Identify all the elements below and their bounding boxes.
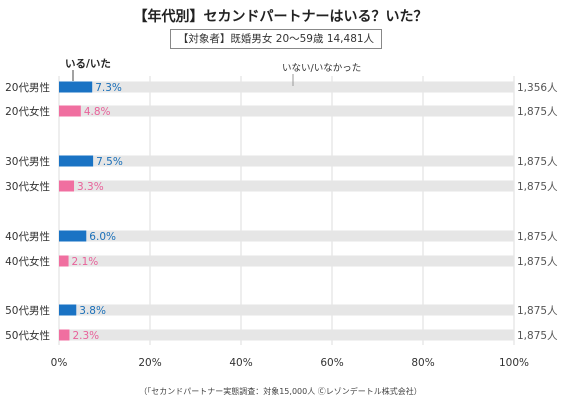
chart-subtitle: 【対象者】既婚男女 20～59歳 14,481人 <box>170 29 382 49</box>
category-label: 50代男性 <box>5 304 50 317</box>
x-tick-labels: 0% 20% 40% 60% 80% 100% <box>51 357 529 369</box>
data-label: 3.8% <box>79 305 106 317</box>
grid-lines <box>58 76 515 345</box>
bar-segment-no <box>68 255 515 267</box>
category-label: 50代女性 <box>5 329 50 342</box>
category-label: 30代女性 <box>5 180 50 193</box>
bar-segment-no <box>80 105 514 117</box>
data-label: 2.1% <box>72 256 99 268</box>
sample-size-label: 1,875人 <box>517 330 558 342</box>
bar-segment-yes <box>59 180 75 192</box>
bar-segment-no <box>86 230 515 242</box>
category-label: 20代男性 <box>5 81 50 94</box>
category-label: 40代男性 <box>5 230 50 243</box>
sample-size-label: 1,356人 <box>517 82 558 94</box>
data-label: 4.8% <box>84 106 111 118</box>
sample-size-label: 1,875人 <box>517 305 558 317</box>
data-label: 2.3% <box>72 330 99 342</box>
chart-title: 【年代別】セカンドパートナーはいる？いた？ <box>133 9 428 25</box>
data-label: 3.3% <box>77 181 104 193</box>
bar-segment-yes <box>59 329 70 341</box>
sample-size-label: 1,875人 <box>517 231 558 243</box>
data-label: 6.0% <box>89 231 116 243</box>
category-label: 20代女性 <box>5 105 50 118</box>
sample-size-label: 1,875人 <box>517 156 558 168</box>
bar-segment-no <box>92 81 514 93</box>
bar-segment-yes <box>59 255 69 267</box>
sample-size-label: 1,875人 <box>517 256 558 268</box>
category-label: 40代女性 <box>5 255 50 268</box>
callout-label-no: いない/いなかった <box>282 63 361 74</box>
x-tick-label: 60% <box>320 357 343 369</box>
bar-segment-no <box>93 155 514 167</box>
bar-segment-no <box>74 180 514 192</box>
x-tick-label: 20% <box>138 357 161 369</box>
callout-label-yes: いる/いた <box>65 58 111 70</box>
bars: 7.3% 4.8% 7.5% 3.3% 6.0% 2.1% 3.8% 2.3% <box>59 81 515 342</box>
bar-segment-no <box>76 304 514 316</box>
x-tick-label: 0% <box>51 357 68 369</box>
category-labels: 20代男性 20代女性 30代男性 30代女性 40代男性 40代女性 50代男性 50代女性 <box>5 81 50 342</box>
series-callouts: いる/いた いない/いなかった <box>65 58 361 86</box>
data-label: 7.3% <box>95 82 122 94</box>
bar-segment-yes <box>59 304 77 316</box>
x-tick-label: 100% <box>499 357 529 369</box>
sample-size-labels: 1,356人 1,875人 1,875人 1,875人 1,875人 1,875人 1,87… <box>517 82 558 342</box>
bar-segment-yes <box>59 81 93 93</box>
bar-segment-no <box>69 329 514 341</box>
data-label: 7.5% <box>96 156 123 168</box>
x-tick-label: 80% <box>411 357 434 369</box>
category-label: 30代男性 <box>5 155 50 168</box>
sample-size-label: 1,875人 <box>517 106 558 118</box>
x-tick-label: 40% <box>229 357 252 369</box>
bar-segment-yes <box>59 105 81 117</box>
bar-segment-yes <box>59 155 94 167</box>
sample-size-label: 1,875人 <box>517 181 558 193</box>
bar-segment-yes <box>59 230 87 242</box>
source-note: （「セカンドパートナー実態調査：対象15,000人 Ⓒレゾンデートル株式会社） <box>139 387 422 396</box>
